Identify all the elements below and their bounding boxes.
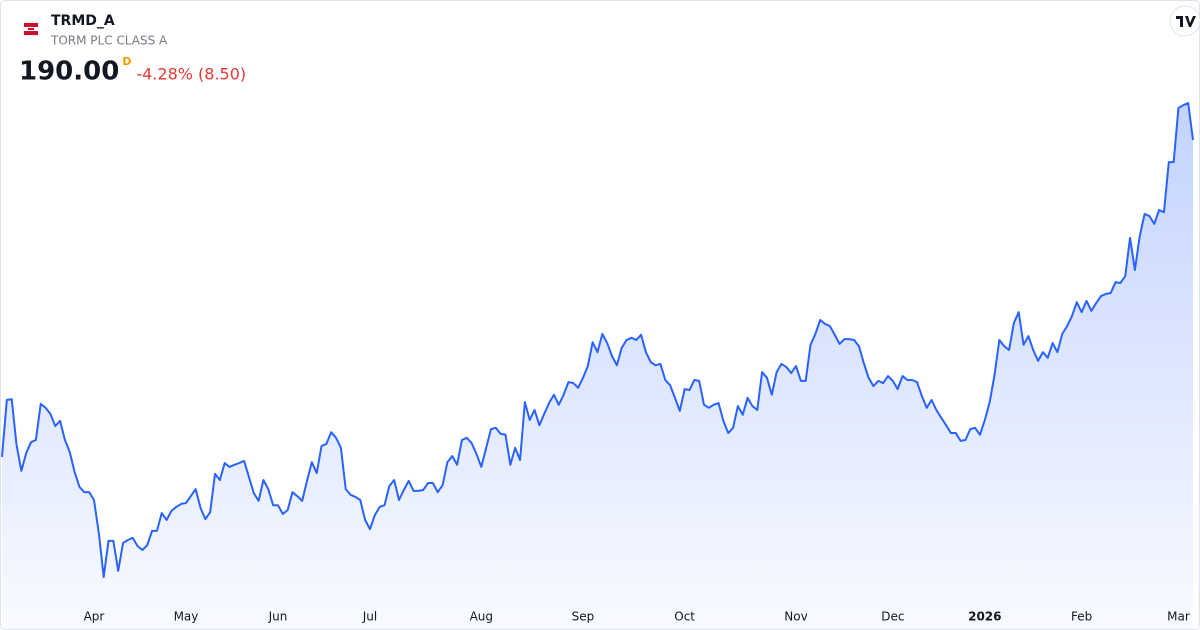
x-tick-label: Feb bbox=[1071, 610, 1092, 624]
x-tick-label: Sep bbox=[572, 610, 595, 624]
subtitle: TORM PLC CLASS A bbox=[50, 34, 168, 48]
x-tick-label: Dec bbox=[881, 610, 904, 624]
x-tick-label: Mar bbox=[1167, 610, 1190, 624]
area-fill bbox=[2, 103, 1193, 630]
x-tick-label: Oct bbox=[674, 610, 695, 624]
plot-area: Apr May Jun Jul Aug Sep Oct Nov Dec 2026 Feb Mar bbox=[1, 102, 1194, 630]
x-tick-label: Jul bbox=[362, 610, 377, 624]
x-tick-label: 2026 bbox=[968, 610, 1001, 624]
x-tick-label: May bbox=[174, 610, 199, 624]
x-tick-label: Jun bbox=[268, 610, 288, 624]
x-tick-label: Aug bbox=[470, 610, 493, 624]
symbol: TRMD_A bbox=[51, 13, 115, 29]
x-tick-label: Apr bbox=[84, 610, 105, 624]
logo[interactable] bbox=[1169, 5, 1200, 37]
price-line bbox=[1, 102, 1194, 578]
x-tick-label: Nov bbox=[784, 610, 807, 624]
interval: D bbox=[122, 55, 131, 68]
price: 190.00 bbox=[19, 57, 119, 87]
change: -4.28% (8.50) bbox=[136, 65, 246, 84]
flag-icon bbox=[23, 21, 39, 37]
